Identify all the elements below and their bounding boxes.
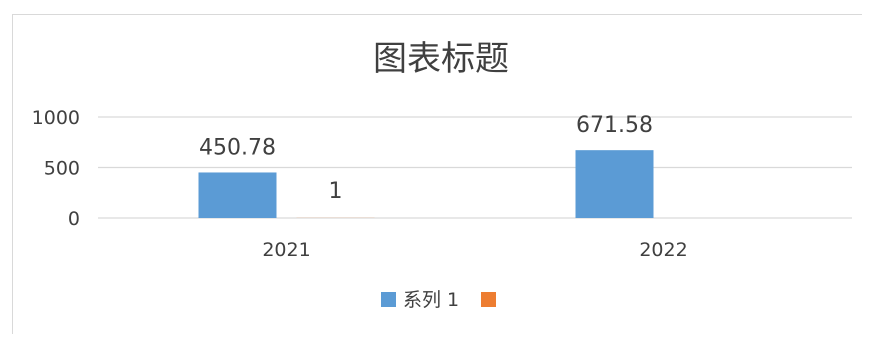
legend-swatch	[481, 292, 496, 307]
y-tick-label: 1000	[32, 107, 80, 129]
chart-title: 图表标题	[373, 39, 509, 79]
y-tick-label: 0	[68, 208, 80, 230]
data-label: 450.78	[199, 135, 276, 160]
chart-frame	[12, 14, 862, 334]
bar	[198, 172, 277, 218]
y-tick-label: 500	[44, 158, 80, 180]
x-tick-label: 2022	[639, 239, 687, 261]
x-tick-label: 2021	[262, 239, 310, 261]
bar	[575, 150, 654, 218]
legend-swatch	[381, 292, 396, 307]
legend-label: 系列 1	[403, 289, 459, 311]
data-label: 671.58	[576, 113, 653, 138]
data-label: 1	[329, 179, 343, 204]
